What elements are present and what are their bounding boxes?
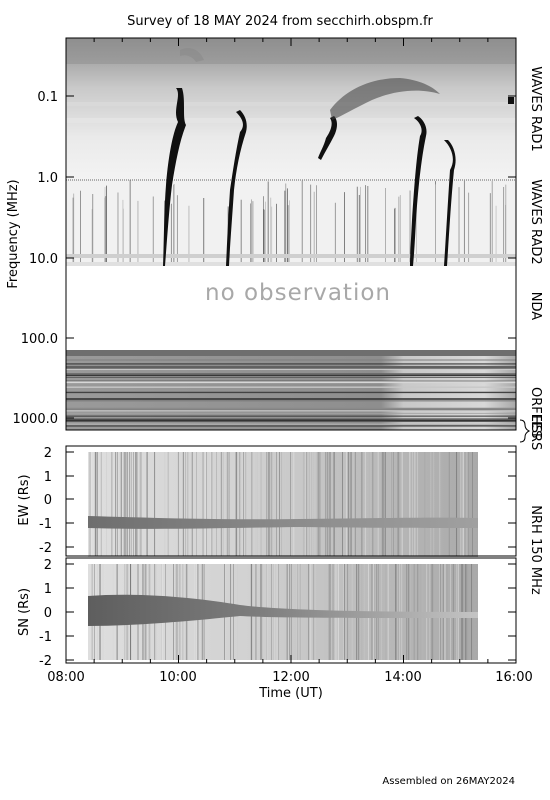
orfees-background — [66, 350, 516, 430]
freq-tick-1: 1.0 — [37, 171, 58, 186]
hsrs-brace — [519, 419, 531, 443]
sn-tick-1: 1 — [44, 582, 52, 597]
nrh-ew-panel: 2 1 0 -1 -2 EW (Rs) — [17, 445, 517, 557]
sn-tick-3: -1 — [39, 630, 52, 645]
sn-axis-label: SN (Rs) — [17, 588, 32, 636]
time-tick-1: 10:00 — [159, 670, 196, 685]
ew-tick-1: 1 — [44, 470, 52, 485]
ew-axis-label: EW (Rs) — [17, 474, 32, 525]
band-label-rad1: WAVES RAD1 — [528, 66, 543, 151]
ew-tick-2: 0 — [44, 493, 52, 508]
time-tick-4: 16:00 — [495, 670, 532, 685]
burst-1425 — [410, 116, 427, 266]
orfees-stripes — [66, 359, 516, 426]
time-tick-3: 14:00 — [384, 670, 421, 685]
freq-tick-0: 0.1 — [37, 90, 58, 105]
ew-tick-4: -2 — [39, 541, 52, 556]
time-minor-ticks — [65, 38, 517, 663]
nrh-label: NRH 150 MHz — [528, 505, 543, 595]
band-label-hsrs: HSRS — [528, 415, 543, 450]
freq-tick-2: 10.0 — [29, 252, 58, 267]
time-axis: 08:00 10:00 12:00 14:00 16:00 Time (UT) — [47, 38, 533, 701]
sn-tick-4: -2 — [39, 654, 52, 669]
spectrum-y-axis: 0.1 1.0 10.0 100.0 1000.0 Frequency (MHz… — [6, 90, 516, 427]
freq-axis-label: Frequency (MHz) — [6, 179, 21, 288]
type-iii-bursts — [163, 88, 456, 266]
figure-title: Survey of 18 MAY 2024 from secchirh.obsp… — [127, 14, 433, 29]
time-tick-2: 12:00 — [272, 670, 309, 685]
sn-tick-2: 0 — [44, 606, 52, 621]
burst-1225 — [318, 116, 337, 160]
band-label-nda: NDA — [528, 292, 543, 321]
band-label-orfees: ORFEES — [528, 387, 543, 438]
sn-tick-0: 2 — [44, 558, 52, 573]
time-axis-label: Time (UT) — [258, 686, 323, 701]
freq-tick-3: 100.0 — [21, 332, 58, 347]
assembled-footer: Assembled on 26MAY2024 — [382, 776, 515, 787]
ew-frame — [65, 445, 517, 557]
sn-source-band — [88, 594, 478, 626]
ew-tick-0: 2 — [44, 446, 52, 461]
rad2-background — [66, 180, 516, 266]
time-tick-0: 08:00 — [47, 670, 84, 685]
band-label-rad2: WAVES RAD2 — [528, 179, 543, 264]
spectrum-panel: no observation — [65, 37, 517, 431]
burst-1445 — [444, 140, 456, 266]
band-labels: WAVES RAD1 WAVES RAD2 NDA ORFEES HSRS — [519, 66, 543, 450]
burst-1055 — [226, 110, 247, 266]
nda-no-data — [66, 266, 516, 350]
ew-vertical-texture — [89, 452, 473, 556]
ew-tick-3: -1 — [39, 517, 52, 532]
nrh-sn-panel: 2 1 0 -1 -2 SN (Rs) — [17, 557, 517, 669]
burst-0945 — [163, 88, 186, 266]
no-observation-label: no observation — [205, 280, 391, 306]
freq-tick-4: 1000.0 — [13, 412, 59, 427]
ew-source-band — [88, 516, 478, 529]
